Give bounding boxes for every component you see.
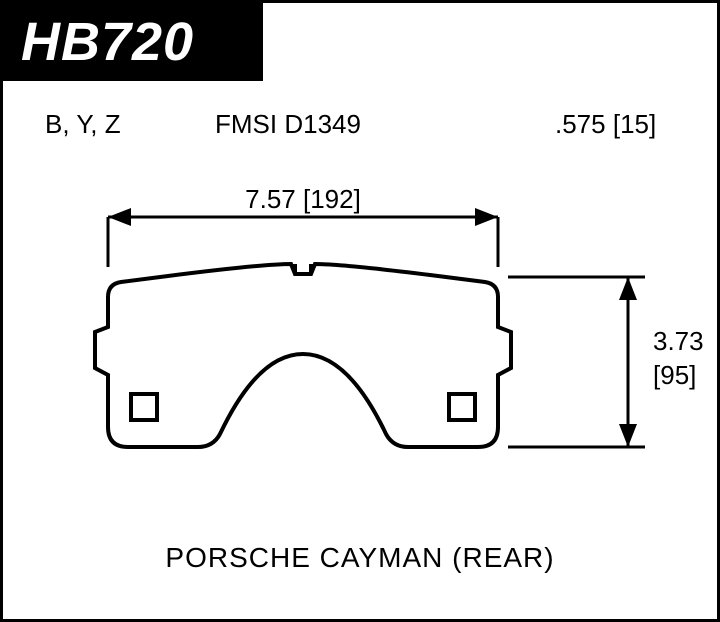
height-dim-label-mm: [95]: [653, 360, 696, 390]
spec-thickness: .575 [15]: [515, 109, 687, 140]
specs-row: B, Y, Z FMSI D1349 .575 [15]: [3, 81, 717, 152]
spec-compounds: B, Y, Z: [45, 109, 215, 140]
height-dim-label-in: 3.73: [653, 326, 704, 356]
brake-pad-outline: [95, 264, 511, 447]
spec-fmsi: FMSI D1349: [215, 109, 515, 140]
width-dim-label: 7.57 [192]: [245, 184, 361, 214]
application-label: PORSCHE CAYMAN (REAR): [3, 542, 717, 574]
brake-pad-diagram: 7.57 [192] 3.73 [95]: [3, 172, 717, 532]
part-number: HB720: [21, 11, 245, 73]
